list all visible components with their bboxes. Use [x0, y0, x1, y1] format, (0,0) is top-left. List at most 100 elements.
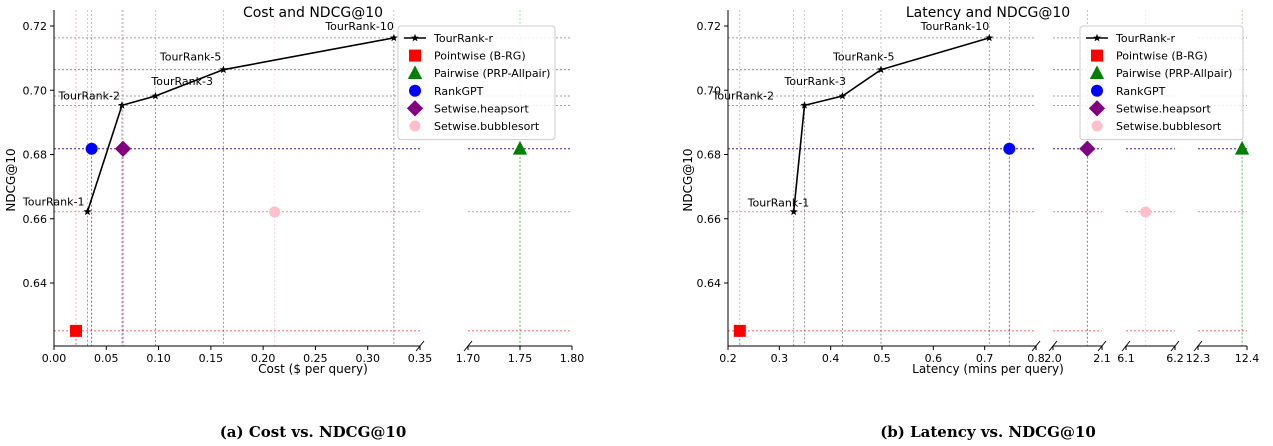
x-tick-label: 0.4 [822, 352, 840, 365]
series-point-star [789, 207, 798, 216]
series-point-circle [1003, 142, 1016, 155]
legend-marker-triangle [1089, 65, 1105, 80]
series-point-triangle [1234, 140, 1250, 155]
y-tick-label: 0.72 [697, 20, 722, 33]
y-tick-label: 0.64 [23, 277, 48, 290]
legend-label: Setwise.bubblesort [434, 120, 540, 133]
y-tick-label: 0.68 [697, 149, 722, 162]
y-tick-label: 0.70 [23, 84, 48, 97]
figure-caption: (b) Latency vs. NDCG@10 [880, 423, 1096, 441]
series-point-square [733, 324, 746, 337]
point-annotation: TourRank-10 [920, 20, 990, 33]
legend-marker-circle [409, 120, 421, 132]
legend-marker-star [1093, 33, 1101, 42]
legend-marker-circle [409, 84, 421, 97]
legend-marker-diamond [406, 100, 424, 117]
x-tick-label: 0.05 [94, 352, 119, 365]
x-tick-label: 0.20 [251, 352, 276, 365]
series-point-star [151, 91, 160, 100]
x-tick-label: 2.1 [1093, 352, 1111, 365]
series-point-star [83, 207, 92, 216]
series-point-diamond [1079, 140, 1096, 157]
legend-label: Pairwise (PRP-Allpair) [434, 67, 550, 80]
series-point-square [69, 324, 82, 337]
legend-marker-triangle [407, 65, 423, 80]
legend: TourRank-r Pointwise (B-RG) Pairwise (PRP-… [397, 25, 556, 141]
legend-label: Setwise.bubblesort [1116, 120, 1222, 133]
x-tick-label: 2.0 [1044, 352, 1062, 365]
chart-cost-ndcg: 0.00 0.05 0.10 0.15 0.20 0.25 0.30 0.35 1.70 1.75… [4, 5, 584, 441]
legend-label: Pointwise (B-RG) [434, 50, 526, 63]
series-point-circle [269, 206, 281, 218]
point-annotation: TourRank-5 [832, 51, 895, 64]
point-annotation: TourRank-10 [324, 20, 394, 33]
y-tick-label: 0.64 [697, 277, 722, 290]
legend-label: TourRank-r [1115, 32, 1176, 45]
legend-label: Setwise.heapsort [434, 102, 530, 115]
x-tick-label: 0.2 [719, 352, 737, 365]
x-tick-label: 0.8 [1027, 352, 1045, 365]
legend-label: TourRank-r [433, 32, 494, 45]
x-axis-label: Cost ($ per query) [258, 362, 368, 376]
axis-break-mark [1097, 340, 1107, 352]
axis-break-mark [1121, 340, 1131, 352]
series-line-tourrank-r [86, 37, 395, 212]
x-tick-label: 12.3 [1186, 352, 1211, 365]
series-point-star [985, 33, 994, 42]
y-tick-label: 0.72 [23, 20, 48, 33]
y-tick-label: 0.66 [697, 213, 722, 226]
x-tick-label: 1.80 [560, 352, 585, 365]
axis-break-mark [415, 340, 425, 352]
axis-break-mark [1048, 340, 1058, 352]
legend-label: Pairwise (PRP-Allpair) [1116, 67, 1232, 80]
legend-marker-circle [1091, 120, 1103, 132]
x-tick-label: 0.25 [303, 352, 328, 365]
series-point-triangle [512, 140, 528, 155]
legend-box [1079, 25, 1244, 141]
series-point-star [219, 65, 228, 74]
legend-marker-circle [1091, 84, 1103, 97]
point-annotation: TourRank-2 [57, 89, 120, 102]
y-tick-label: 0.68 [23, 149, 48, 162]
point-annotation: TourRank-5 [159, 51, 222, 64]
x-tick-label: 6.1 [1117, 352, 1135, 365]
series-point-star [800, 101, 809, 109]
y-axis-label: NDCG@10 [4, 148, 18, 211]
series-point-circle [85, 142, 98, 155]
axis-break-mark [1031, 340, 1041, 352]
x-tick-label: 0.10 [146, 352, 171, 365]
legend-label: RankGPT [1116, 85, 1166, 98]
chart-title: Cost and NDCG@10 [243, 5, 383, 21]
legend-label: RankGPT [434, 85, 484, 98]
x-tick-label: 0.5 [873, 352, 891, 365]
figure-caption: (a) Cost vs. NDCG@10 [220, 423, 407, 441]
point-annotation: TourRank-2 [711, 89, 774, 102]
legend-box [397, 25, 556, 141]
x-tick-label: 6.2 [1166, 352, 1184, 365]
series-point-circle [1140, 206, 1152, 218]
x-tick-label: 12.4 [1235, 352, 1260, 365]
x-tick-label: 0.7 [976, 352, 994, 365]
x-tick-label: 1.75 [508, 352, 533, 365]
axis-break-mark [1170, 340, 1180, 352]
legend-label: Pointwise (B-RG) [1116, 50, 1208, 63]
x-tick-label: 0.30 [355, 352, 380, 365]
series-point-star [838, 91, 847, 100]
legend-marker-square [1091, 49, 1103, 62]
x-axis-label: Latency (mins per query) [912, 362, 1064, 376]
series-point-star [389, 33, 398, 42]
chart-latency-ndcg: 0.2 0.3 0.4 0.5 0.6 0.7 0.8 2.0 2.1 6.1 6.2 12.3 12.… [681, 5, 1259, 441]
x-tick-label: 0.00 [42, 352, 67, 365]
x-tick-label: 1.70 [456, 352, 481, 365]
point-annotation: TourRank-1 [747, 197, 810, 210]
y-axis-label: NDCG@10 [681, 148, 695, 211]
x-tick-label: 0.35 [408, 352, 433, 365]
legend-marker-square [409, 49, 421, 62]
series-point-star [876, 65, 885, 74]
point-annotation: TourRank-3 [783, 75, 846, 88]
x-tick-label: 0.3 [771, 352, 789, 365]
axis-break-mark [1193, 340, 1203, 352]
point-annotation: TourRank-1 [22, 196, 85, 209]
x-tick-label: 0.6 [925, 352, 943, 365]
